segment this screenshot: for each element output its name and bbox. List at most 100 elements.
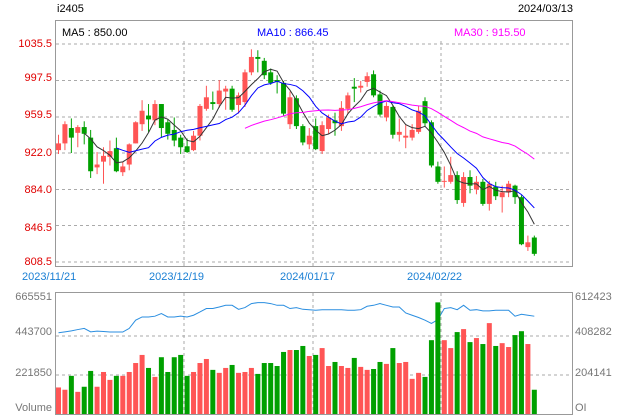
volume-bar bbox=[454, 332, 460, 414]
candle bbox=[499, 185, 505, 213]
candle bbox=[390, 104, 396, 139]
candle-body bbox=[396, 131, 402, 135]
candle bbox=[126, 143, 132, 171]
candle-body bbox=[313, 126, 319, 150]
volume-bar bbox=[416, 372, 422, 414]
candle-body bbox=[94, 164, 100, 168]
candle bbox=[416, 105, 422, 134]
volume-bar bbox=[133, 363, 139, 414]
ma30-legend: MA30 : 915.50 bbox=[454, 27, 526, 39]
candle-body bbox=[68, 128, 74, 138]
candle-body bbox=[345, 95, 351, 109]
price-tick: 846.5 bbox=[24, 222, 52, 234]
candle-body bbox=[229, 88, 235, 110]
candle-body bbox=[358, 85, 364, 88]
volume-bar bbox=[171, 357, 177, 414]
candle bbox=[377, 90, 383, 117]
candle bbox=[422, 97, 428, 127]
candle-body bbox=[332, 120, 338, 124]
candle-body bbox=[416, 110, 422, 132]
candle-body bbox=[461, 177, 467, 203]
volume-bar bbox=[113, 375, 119, 414]
candle-body bbox=[133, 122, 139, 144]
candle-body bbox=[480, 181, 486, 204]
volume-bar bbox=[351, 357, 357, 414]
candle-body bbox=[473, 181, 479, 190]
candle-body bbox=[107, 151, 113, 157]
candle-body bbox=[56, 143, 61, 151]
volume-bar bbox=[261, 363, 267, 414]
volume-bar bbox=[403, 361, 409, 414]
candle bbox=[364, 72, 370, 87]
candle bbox=[351, 78, 357, 103]
candle bbox=[171, 117, 177, 147]
candle-body bbox=[403, 135, 409, 138]
candle bbox=[493, 181, 499, 201]
candle-body bbox=[126, 144, 132, 165]
candle bbox=[531, 235, 537, 256]
candle bbox=[133, 121, 139, 144]
date-tick: 2024/02/22 bbox=[407, 271, 463, 283]
volume-bar bbox=[281, 351, 287, 414]
volume-bar bbox=[210, 369, 216, 414]
volume-bar bbox=[165, 371, 171, 414]
price-tick: 808.5 bbox=[24, 256, 52, 268]
volume-bar bbox=[306, 355, 312, 414]
candle-body bbox=[88, 137, 94, 172]
volume-bar bbox=[300, 345, 306, 414]
volume-bar bbox=[326, 366, 332, 414]
candle-body bbox=[428, 122, 434, 166]
price-tick: 997.5 bbox=[24, 72, 52, 84]
candle-body bbox=[287, 97, 293, 125]
symbol-label: i2405 bbox=[57, 3, 84, 15]
candle bbox=[178, 134, 184, 154]
volume-bar bbox=[371, 368, 377, 414]
candle bbox=[409, 124, 415, 141]
candle-body bbox=[184, 146, 190, 153]
volume-bar bbox=[409, 378, 415, 414]
candle-body bbox=[448, 175, 454, 182]
candle bbox=[441, 166, 447, 188]
candle-body bbox=[152, 104, 158, 121]
candle-body bbox=[531, 237, 537, 254]
candle bbox=[358, 80, 364, 93]
date-tick: 2023/11/21 bbox=[22, 271, 77, 283]
candle bbox=[383, 102, 389, 122]
volume-bar bbox=[120, 375, 126, 414]
volume-bar bbox=[531, 389, 537, 414]
candle bbox=[313, 118, 319, 151]
price-tick: 959.5 bbox=[24, 109, 52, 121]
volume-bars bbox=[56, 302, 537, 414]
price-tick: 922.0 bbox=[24, 147, 52, 159]
open-interest-line bbox=[58, 302, 535, 334]
candle bbox=[184, 138, 190, 153]
candle-body bbox=[435, 166, 441, 182]
candle bbox=[338, 101, 344, 131]
candle bbox=[428, 120, 434, 168]
volume-bar bbox=[499, 343, 505, 414]
ma5-line bbox=[83, 68, 535, 225]
candle-body bbox=[255, 56, 261, 59]
candle bbox=[435, 161, 441, 184]
candle-body bbox=[165, 122, 171, 134]
candle-body bbox=[306, 135, 312, 145]
candle bbox=[319, 121, 325, 154]
volume-bar bbox=[146, 367, 152, 414]
candle bbox=[326, 114, 332, 134]
candle-body bbox=[216, 90, 222, 105]
candle-body bbox=[326, 117, 332, 129]
candle bbox=[268, 68, 274, 85]
candle-body bbox=[493, 186, 499, 197]
candle bbox=[287, 91, 293, 129]
candle bbox=[62, 121, 68, 151]
candle-body bbox=[351, 86, 357, 89]
price-tick: 1035.5 bbox=[18, 38, 52, 50]
candle bbox=[371, 70, 377, 98]
candle-body bbox=[197, 105, 203, 136]
volume-bar bbox=[486, 323, 492, 414]
candle bbox=[300, 124, 306, 146]
candle-body bbox=[499, 192, 505, 198]
ma30-line bbox=[244, 100, 535, 160]
candle-body bbox=[203, 97, 209, 109]
